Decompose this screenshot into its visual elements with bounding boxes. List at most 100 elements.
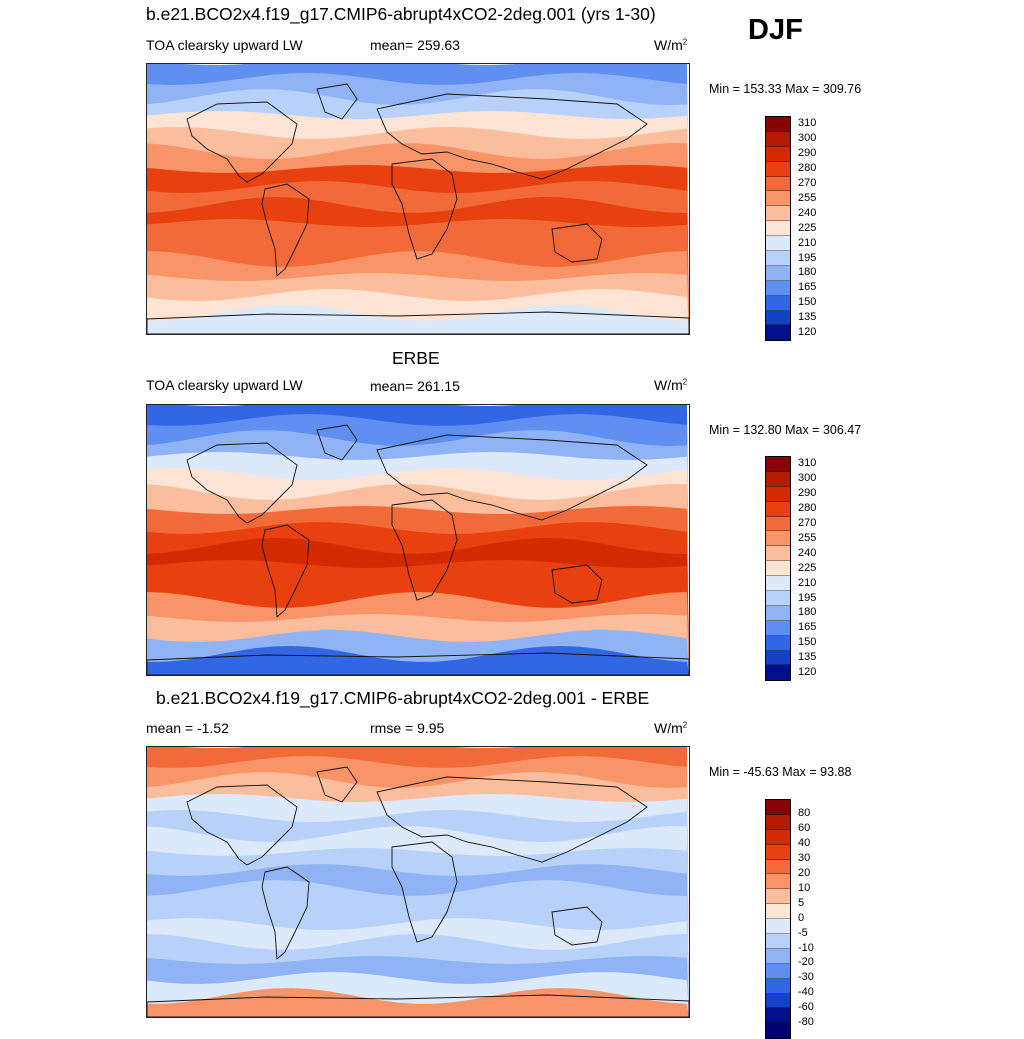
colorbar-box (766, 486, 790, 502)
panel2-variable: TOA clearsky upward LW (146, 377, 303, 393)
colorbar-label: 150 (798, 636, 817, 649)
colorbar-box (766, 457, 790, 472)
colorbar-box (766, 471, 790, 487)
colorbar-box (766, 176, 790, 192)
colorbar-label: 20 (798, 867, 811, 879)
colorbar-label: -40 (798, 986, 814, 999)
panel1-variable: TOA clearsky upward LW (146, 37, 303, 53)
colorbar-box (766, 325, 790, 341)
coastline (376, 434, 648, 521)
colorbar-label: 60 (798, 822, 811, 835)
colorbar-label: 150 (798, 296, 817, 309)
colorbar-box (766, 948, 790, 964)
colorbar-label: 300 (798, 132, 817, 145)
coastline (147, 994, 689, 1017)
colorbar-box (766, 531, 790, 547)
colorbar-label: 195 (798, 591, 817, 604)
panel1-units: W/m2 (654, 37, 688, 53)
colorbar-label: 255 (798, 191, 817, 204)
coastline (551, 564, 603, 604)
colorbar-label: -10 (798, 941, 814, 954)
colorbar-label: 120 (798, 326, 817, 338)
panel2-title: ERBE (392, 348, 440, 368)
colorbar-box (766, 191, 790, 207)
colorbar-box (766, 889, 790, 905)
panel3-mean: mean = -1.52 (146, 720, 229, 736)
coastline (186, 784, 298, 866)
colorbar-label: 40 (798, 837, 811, 850)
colorbar-box (766, 1008, 790, 1024)
panel1-mean: mean= 259.63 (370, 37, 460, 53)
panel1-title: b.e21.BCO2x4.f19_g17.CMIP6-abrupt4xCO2-2… (146, 4, 656, 24)
colorbar-box (766, 131, 790, 147)
colorbar-label: 300 (798, 472, 817, 485)
colorbar-box (766, 221, 790, 237)
panel3-title: b.e21.BCO2x4.f19_g17.CMIP6-abrupt4xCO2-2… (156, 688, 650, 708)
colorbar-label: 290 (798, 487, 817, 500)
colorbar-label: 255 (798, 531, 817, 544)
panel1-map (146, 63, 690, 335)
coastline (147, 652, 689, 675)
colorbar-label: 270 (798, 517, 817, 529)
coastline (316, 766, 358, 803)
panel3-minmax: Min = -45.63 Max = 93.88 (709, 765, 852, 779)
colorbar-box (766, 295, 790, 311)
panel2-units: W/m2 (654, 377, 688, 393)
coastline (261, 524, 310, 618)
colorbar-label: 225 (798, 221, 817, 234)
colorbar-box (766, 561, 790, 577)
panel3-units: W/m2 (654, 720, 688, 736)
colorbar-label: 10 (798, 881, 811, 894)
colorbar-box (766, 1023, 790, 1039)
coastline (261, 183, 310, 277)
colorbar-box (766, 546, 790, 562)
colorbar-label: -20 (798, 956, 814, 969)
panel3-map (146, 746, 690, 1018)
colorbar-box (766, 919, 790, 935)
colorbar-label: 80 (798, 807, 811, 820)
colorbar-box (766, 844, 790, 860)
colorbar-label: 280 (798, 162, 817, 175)
panel3-rmse: rmse = 9.95 (370, 720, 445, 736)
colorbar-label: -5 (798, 926, 808, 939)
colorbar-label: 120 (798, 666, 817, 678)
colorbar-box (766, 829, 790, 845)
colorbar-label: 240 (798, 206, 817, 219)
colorbar-label: 5 (798, 896, 805, 909)
colorbar-box (766, 859, 790, 875)
coastline (186, 442, 298, 524)
colorbar-box (766, 963, 790, 979)
colorbar-box (766, 576, 790, 592)
colorbar-box (766, 993, 790, 1009)
panel2-mean: mean= 261.15 (370, 378, 460, 394)
colorbar-label: -30 (798, 971, 814, 984)
panel2-map (146, 404, 690, 676)
coastline (261, 866, 310, 960)
colorbar-label: 310 (798, 117, 817, 130)
coastline (376, 93, 648, 180)
colorbar-box (766, 310, 790, 326)
colorbar-label: 165 (798, 621, 817, 634)
colorbar-box (766, 665, 790, 681)
coastline (391, 841, 458, 943)
colorbar-label: 210 (798, 236, 817, 249)
colorbar-label: -60 (798, 1001, 814, 1014)
colorbar-label: 180 (798, 266, 817, 279)
coastline (316, 83, 358, 120)
coastline (316, 424, 358, 461)
coastline (391, 158, 458, 260)
colorbar-box (766, 620, 790, 636)
colorbar-box (766, 280, 790, 296)
coastline (551, 906, 603, 946)
colorbar-label: 225 (798, 561, 817, 574)
colorbar-box (766, 904, 790, 920)
colorbar-box (766, 251, 790, 266)
colorbar-box (766, 814, 790, 830)
colorbar-box (766, 236, 790, 252)
colorbar-box (766, 934, 790, 949)
season-label: DJF (748, 14, 803, 46)
colorbar-box (766, 978, 790, 994)
colorbar-box (766, 206, 790, 222)
colorbar-label: 30 (798, 852, 811, 865)
coastline (391, 499, 458, 601)
